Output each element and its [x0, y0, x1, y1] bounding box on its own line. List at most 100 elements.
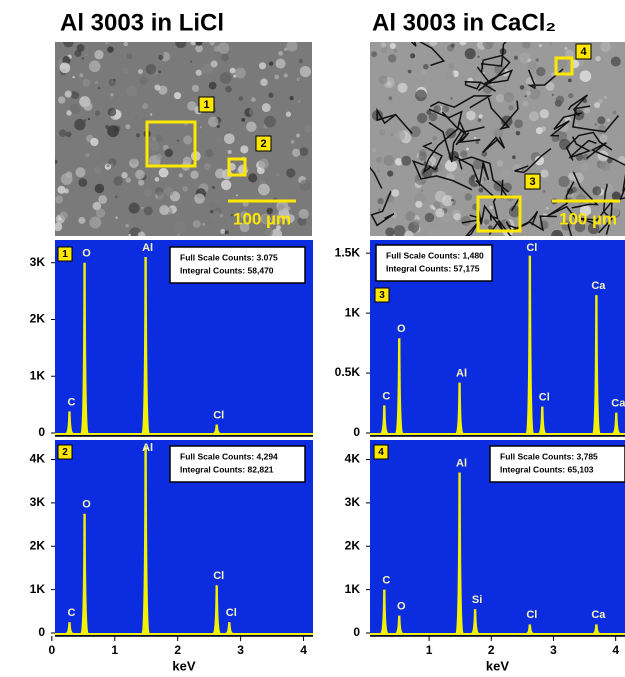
info-text: Full Scale Counts: 3.075: [180, 252, 278, 262]
texture: [77, 44, 85, 52]
texture: [55, 196, 63, 204]
texture: [478, 56, 480, 58]
texture: [297, 195, 309, 207]
texture: [129, 203, 140, 214]
texture: [149, 142, 159, 152]
texture: [540, 170, 548, 178]
texture: [275, 58, 285, 68]
scale-bar-label: 100 µm: [559, 209, 617, 228]
texture: [129, 158, 139, 168]
texture: [190, 171, 198, 179]
info-text: Integral Counts: 82,821: [180, 464, 274, 474]
texture: [292, 149, 300, 157]
texture: [299, 209, 309, 219]
texture: [212, 186, 215, 189]
texture: [121, 172, 127, 178]
texture: [211, 60, 218, 67]
texture: [512, 155, 516, 159]
texture: [95, 81, 98, 84]
texture: [421, 189, 424, 192]
texture: [159, 205, 169, 215]
texture: [299, 180, 310, 191]
texture: [476, 141, 479, 144]
texture: [158, 55, 163, 60]
texture: [157, 192, 167, 202]
texture: [568, 93, 573, 98]
texture: [410, 53, 415, 58]
texture: [107, 46, 113, 52]
peak-label: Cl: [213, 570, 224, 582]
texture: [135, 170, 145, 180]
texture: [260, 78, 268, 86]
x-tick-label: 4: [300, 643, 307, 657]
texture: [151, 137, 155, 141]
texture: [286, 41, 297, 52]
texture: [265, 228, 273, 236]
texture: [269, 61, 273, 65]
texture: [296, 78, 299, 81]
texture: [433, 136, 437, 140]
y-tick-label: 2K: [345, 538, 361, 552]
texture: [459, 39, 466, 46]
texture: [146, 64, 157, 75]
texture: [381, 42, 386, 47]
texture: [53, 160, 57, 164]
texture: [73, 82, 84, 93]
texture: [405, 211, 415, 221]
y-tick-label: 1K: [30, 582, 46, 596]
x-tick-label: 2: [174, 643, 181, 657]
peak-label: Al: [142, 442, 153, 454]
texture: [477, 78, 480, 81]
peak-label: Ca: [591, 609, 606, 621]
peak-label: Cl: [526, 609, 537, 621]
texture: [235, 68, 246, 79]
marker-label: 2: [260, 138, 266, 150]
peak-label: Al: [142, 242, 153, 254]
texture: [228, 131, 230, 133]
texture: [165, 149, 173, 157]
texture: [63, 37, 73, 47]
texture: [156, 154, 162, 160]
texture: [589, 87, 592, 90]
texture: [451, 199, 454, 202]
texture: [607, 118, 610, 121]
texture: [177, 233, 180, 236]
texture: [194, 193, 205, 204]
texture: [248, 173, 257, 182]
texture: [516, 131, 520, 135]
texture: [214, 46, 220, 52]
texture: [391, 189, 399, 197]
texture: [425, 213, 435, 223]
texture: [105, 42, 107, 44]
texture: [264, 116, 276, 128]
texture: [580, 70, 592, 82]
texture: [158, 70, 161, 73]
peak-label: O: [397, 601, 406, 613]
texture: [565, 47, 568, 50]
texture: [155, 177, 160, 182]
texture: [203, 223, 206, 226]
texture: [61, 173, 73, 185]
texture: [221, 180, 231, 190]
peak-label: O: [82, 499, 91, 511]
texture: [220, 229, 225, 234]
x-tick-label: 2: [488, 643, 495, 657]
texture: [612, 191, 621, 200]
texture: [442, 105, 449, 112]
texture: [79, 73, 83, 77]
info-text: Full Scale Counts: 1,480: [386, 250, 484, 260]
texture: [541, 126, 546, 131]
texture: [138, 180, 144, 186]
peak-label: Al: [456, 368, 467, 380]
texture: [465, 48, 476, 59]
peak-label: C: [382, 575, 390, 587]
texture: [210, 41, 215, 46]
texture: [597, 125, 606, 134]
texture: [195, 39, 202, 46]
texture: [144, 188, 153, 197]
y-tick-label: 0: [38, 425, 45, 439]
texture: [508, 105, 513, 110]
texture: [89, 217, 101, 229]
x-tick-label: 1: [426, 643, 433, 657]
x-axis-label: keV: [172, 658, 195, 673]
